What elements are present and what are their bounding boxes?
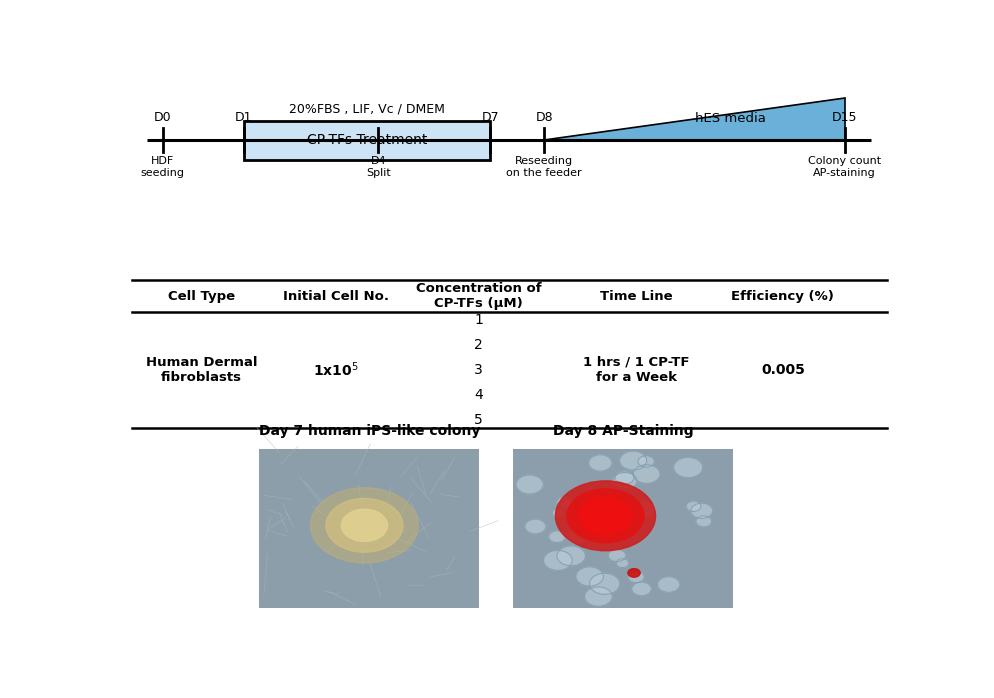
Text: CP-TFs Treatment: CP-TFs Treatment (307, 133, 427, 147)
Circle shape (608, 549, 626, 562)
Circle shape (553, 509, 566, 518)
Circle shape (557, 546, 585, 566)
Text: Cell Type: Cell Type (168, 290, 235, 302)
Circle shape (326, 498, 403, 552)
Circle shape (628, 569, 640, 577)
Text: Day 7 human iPS-like colony: Day 7 human iPS-like colony (258, 424, 480, 438)
Circle shape (544, 551, 573, 570)
Circle shape (516, 475, 543, 494)
Text: HDF
seeding: HDF seeding (141, 156, 185, 178)
Text: D15: D15 (832, 111, 857, 124)
Circle shape (589, 573, 620, 594)
Text: 20%FBS , LIF, Vc / DMEM: 20%FBS , LIF, Vc / DMEM (289, 103, 445, 115)
Circle shape (657, 577, 680, 593)
Circle shape (557, 496, 573, 507)
Text: D4
Split: D4 Split (366, 156, 391, 178)
Circle shape (686, 501, 701, 512)
Circle shape (588, 455, 612, 471)
Circle shape (567, 489, 644, 543)
Circle shape (616, 558, 629, 567)
Circle shape (525, 519, 546, 534)
Text: 3: 3 (474, 363, 483, 377)
Text: 1: 1 (474, 313, 483, 327)
Circle shape (619, 451, 647, 470)
Text: 4: 4 (474, 388, 483, 402)
Text: hES media: hES media (695, 112, 765, 126)
Text: D7: D7 (481, 111, 499, 124)
Circle shape (615, 471, 634, 484)
Circle shape (576, 567, 603, 586)
Circle shape (696, 516, 712, 527)
Text: Colony count
AP-staining: Colony count AP-staining (808, 156, 881, 178)
Polygon shape (544, 98, 845, 140)
Circle shape (341, 510, 388, 542)
Circle shape (556, 481, 656, 551)
Text: Initial Cell No.: Initial Cell No. (283, 290, 389, 302)
Text: D8: D8 (536, 111, 553, 124)
Circle shape (549, 531, 566, 542)
Circle shape (584, 587, 612, 606)
Circle shape (628, 572, 644, 583)
Text: 0.005: 0.005 (761, 363, 805, 377)
Text: D0: D0 (154, 111, 172, 124)
Bar (513, 450, 733, 608)
Text: 1 hrs / 1 CP-TF
for a Week: 1 hrs / 1 CP-TF for a Week (583, 356, 690, 384)
Text: Concentration of
CP-TFs (μM): Concentration of CP-TFs (μM) (415, 282, 542, 310)
Circle shape (310, 488, 418, 563)
Text: Human Dermal
fibroblasts: Human Dermal fibroblasts (145, 356, 257, 384)
Text: 2: 2 (474, 338, 483, 352)
Bar (244, 121, 490, 160)
Text: Efficiency (%): Efficiency (%) (732, 290, 834, 302)
Text: Reseeding
on the feeder: Reseeding on the feeder (506, 156, 581, 178)
Text: 1x10$^5$: 1x10$^5$ (313, 361, 359, 379)
Text: Time Line: Time Line (600, 290, 673, 302)
Circle shape (630, 501, 655, 518)
Circle shape (579, 497, 632, 535)
Circle shape (674, 457, 703, 477)
Circle shape (613, 473, 637, 489)
Text: Day 8 AP-Staining: Day 8 AP-Staining (553, 424, 694, 438)
Circle shape (691, 503, 713, 519)
Text: 5: 5 (474, 413, 483, 426)
Bar (259, 450, 479, 608)
Circle shape (561, 499, 579, 511)
Text: D1: D1 (235, 111, 252, 124)
Circle shape (632, 582, 651, 595)
Circle shape (633, 465, 660, 484)
Circle shape (638, 456, 654, 467)
Circle shape (566, 528, 587, 544)
